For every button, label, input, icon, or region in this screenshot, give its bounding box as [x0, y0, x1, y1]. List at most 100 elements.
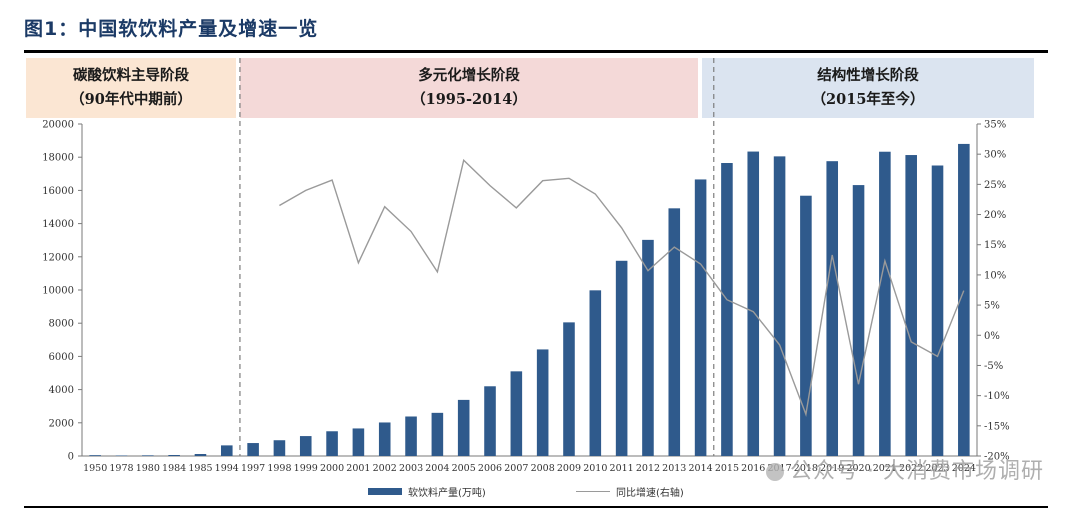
legend-item-growth: 同比增速(右轴): [576, 484, 684, 499]
right-axis-tick-label: 15%: [984, 240, 1006, 251]
bar-2003: [405, 416, 417, 456]
left-axis-tick-label: 6000: [49, 352, 74, 363]
left-axis-tick-label: 14000: [42, 219, 74, 230]
x-tick-label-1999: 1999: [294, 463, 318, 474]
phase-1-period: （90年代中期前）: [70, 91, 192, 108]
phase-3-period: （2015年至今）: [811, 91, 925, 108]
left-axis-tick-label: 12000: [42, 252, 74, 263]
bar-1999: [299, 436, 312, 456]
bar-1950: [89, 455, 101, 456]
bar-2013: [668, 208, 681, 456]
x-tick-label-2013: 2013: [662, 463, 686, 474]
bar-2002: [378, 422, 391, 456]
x-tick-label-2012: 2012: [636, 463, 660, 474]
legend-line-swatch: [576, 490, 610, 493]
bar-2020: [852, 185, 865, 456]
bar-2009: [563, 322, 575, 456]
bar-2023: [931, 165, 944, 456]
phase-1-title: 碳酸饮料主导阶段: [73, 67, 189, 84]
bar-2001: [352, 428, 365, 456]
left-axis-tick-label: 4000: [49, 385, 74, 396]
bottom-rule: [24, 506, 1048, 508]
phase-label-structural: 结构性增长阶段 （2015年至今）: [702, 58, 1034, 118]
legend-bar-swatch: [368, 488, 402, 495]
left-axis-tick-label: 10000: [42, 286, 74, 297]
x-tick-label-1984: 1984: [162, 463, 186, 474]
x-tick-label-2021: 2021: [873, 463, 897, 474]
bar-2015: [721, 163, 733, 456]
x-tick-label-1994: 1994: [215, 463, 239, 474]
phase-3-title: 结构性增长阶段: [817, 67, 919, 84]
x-tick-label-2016: 2016: [741, 463, 765, 474]
x-tick-label-2018: 2018: [794, 463, 818, 474]
x-tick-label-2000: 2000: [320, 463, 344, 474]
phase-label-carbonated: 碳酸饮料主导阶段 （90年代中期前）: [26, 58, 236, 118]
bar-1984: [168, 455, 180, 456]
right-axis-tick-label: 30%: [984, 150, 1006, 161]
left-axis-tick-label: 8000: [49, 319, 74, 330]
right-axis-tick-label: 35%: [984, 120, 1006, 131]
x-tick-label-2003: 2003: [399, 463, 423, 474]
figure-title: 图1：中国软饮料产量及增速一览: [24, 18, 319, 40]
x-tick-label-2020: 2020: [846, 463, 870, 474]
bar-2017: [773, 156, 786, 456]
bar-2024: [958, 143, 970, 457]
x-tick-label-2002: 2002: [373, 463, 397, 474]
x-tick-label-2019: 2019: [820, 463, 844, 474]
right-axis-tick-label: 10%: [984, 270, 1006, 281]
bar-2019: [826, 161, 839, 456]
phase-label-diversified: 多元化增长阶段 （1995-2014）: [240, 58, 698, 118]
bar-2006: [484, 386, 496, 456]
x-tick-label-2001: 2001: [346, 463, 370, 474]
x-tick-label-2024: 2024: [952, 463, 976, 474]
x-tick-label-2023: 2023: [925, 463, 949, 474]
legend-growth-label: 同比增速(右轴): [616, 488, 684, 499]
bar-2011: [615, 260, 628, 456]
x-tick-label-1998: 1998: [267, 463, 291, 474]
x-tick-label-2008: 2008: [531, 463, 555, 474]
x-tick-label-1985: 1985: [188, 463, 212, 474]
x-tick-label-2015: 2015: [715, 463, 739, 474]
right-axis-tick-label: 20%: [984, 210, 1006, 221]
growth-rate-line: [279, 158, 965, 417]
right-axis-tick-label: -20%: [984, 452, 1010, 463]
bar-2012: [642, 239, 654, 456]
bar-2014: [694, 179, 707, 456]
bar-2018: [800, 195, 812, 456]
bar-1997: [247, 443, 259, 456]
x-tick-label-2011: 2011: [610, 463, 634, 474]
bar-2022: [905, 155, 917, 457]
x-tick-label-2009: 2009: [557, 463, 581, 474]
x-tick-label-2010: 2010: [583, 463, 607, 474]
bar-2021: [879, 151, 891, 457]
x-tick-label-2004: 2004: [425, 463, 449, 474]
right-axis-tick-label: 5%: [984, 301, 1000, 312]
right-axis-tick-label: 25%: [984, 180, 1006, 191]
left-axis-tick-label: 0: [68, 452, 74, 463]
bar-2000: [326, 431, 338, 456]
bar-2007: [510, 371, 523, 456]
x-tick-label-2005: 2005: [452, 463, 476, 474]
right-axis-tick-label: -10%: [984, 391, 1010, 402]
bar-1980: [142, 455, 154, 456]
bar-2016: [747, 151, 760, 456]
watermark-text: 公众号 · 大消费市场调研: [790, 459, 1044, 484]
bar-2004: [431, 412, 444, 456]
bar-1985: [194, 454, 207, 456]
x-tick-label-1980: 1980: [136, 463, 160, 474]
bar-1994: [220, 445, 233, 456]
x-tick-label-1997: 1997: [241, 463, 265, 474]
right-axis-tick-label: -15%: [984, 421, 1010, 432]
phase-2-title: 多元化增长阶段: [418, 67, 520, 84]
watermark: 公众号 · 大消费市场调研: [766, 453, 1044, 485]
left-axis-tick-label: 18000: [42, 153, 74, 164]
left-axis-tick-label: 20000: [42, 120, 74, 131]
bar-2008: [536, 349, 549, 456]
x-tick-label-2014: 2014: [689, 463, 713, 474]
left-axis-tick-label: 16000: [42, 186, 74, 197]
right-axis-tick-label: 0%: [984, 331, 1000, 342]
bar-2005: [457, 399, 470, 456]
x-tick-label-2007: 2007: [504, 463, 528, 474]
x-tick-label-2022: 2022: [899, 463, 923, 474]
